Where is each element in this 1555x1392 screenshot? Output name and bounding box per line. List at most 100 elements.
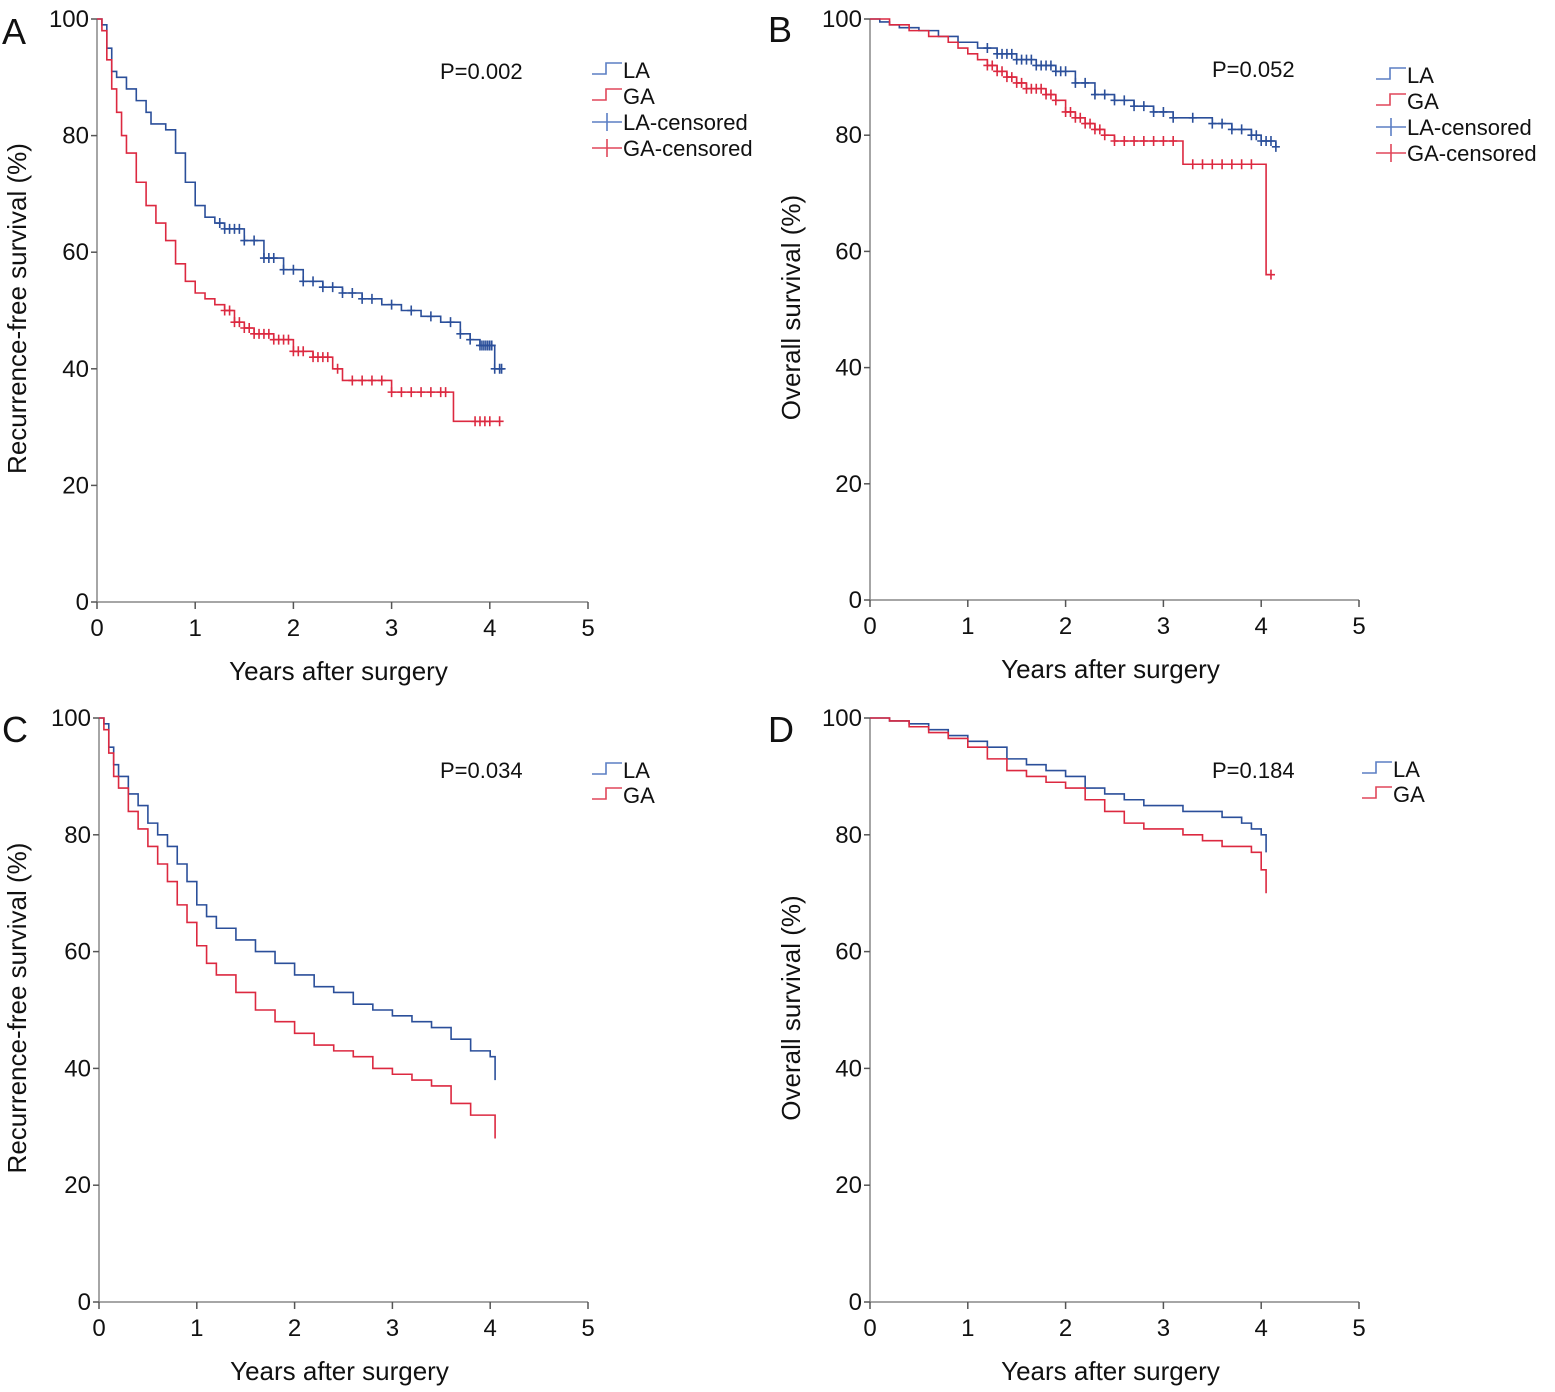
panel-c-legend-label: LA xyxy=(623,758,650,783)
panel-a-legend-symbol-la-censored xyxy=(592,113,622,131)
panel-d-x-tick-label: 0 xyxy=(863,1315,876,1342)
panel-a-legend-label: LA-censored xyxy=(623,110,748,135)
panel-a-legend-symbol-ga-censored xyxy=(592,139,622,157)
panel-b-series-la-censor-mark xyxy=(1081,77,1090,88)
panel-a-x-axis-title: Years after surgery xyxy=(229,656,448,686)
panel-b-series-la-censor-mark xyxy=(1252,130,1261,141)
panel-b-legend-symbol-ga xyxy=(1376,93,1406,106)
panel-a-series-la-censor-mark xyxy=(328,282,337,293)
panel-b-series-ga-censor-mark xyxy=(1037,83,1046,94)
panel-b-series-la-censor-mark xyxy=(1061,66,1070,77)
panel-c-y-tick-label: 40 xyxy=(64,1055,91,1082)
panel-b-legend-label: GA-censored xyxy=(1407,141,1537,166)
panel-d-p-value: P=0.184 xyxy=(1212,758,1295,783)
panel-b-x-tick-label: 1 xyxy=(961,613,974,640)
panel-b-series-ga-censor-mark xyxy=(1095,124,1104,135)
panel-a-series-ga-censor-mark xyxy=(485,416,494,427)
panel-a-legend-label: GA xyxy=(623,84,655,109)
panel-letter-a: A xyxy=(2,11,26,52)
panel-a-x-tick-label: 4 xyxy=(483,615,496,642)
panel-d-y-tick-label: 100 xyxy=(822,705,862,732)
panel-a-legend-label: GA-censored xyxy=(623,136,753,161)
panel-c-x-tick-label: 5 xyxy=(581,1315,594,1342)
panel-B: B 0 20 40 60 80 100 0 1 2 3 4 5 Years after surgery O… xyxy=(768,6,1537,684)
panel-d-y-tick-label: 0 xyxy=(849,1289,862,1316)
panel-a-series-la-censor-mark xyxy=(358,293,367,304)
panel-b-x-tick-label: 5 xyxy=(1352,613,1365,640)
panel-c-x-tick-label: 0 xyxy=(92,1315,105,1342)
panel-b-series-la-censor-mark xyxy=(1139,101,1148,112)
panel-c-x-tick-label: 1 xyxy=(190,1315,203,1342)
panel-a-series-ga-censor-mark xyxy=(264,328,273,339)
panel-C: C 0 20 40 60 80 100 0 1 2 3 4 5 Years after surgery R… xyxy=(2,705,655,1386)
panel-d-x-tick-label: 2 xyxy=(1059,1315,1072,1342)
panel-a-y-tick-label: 20 xyxy=(62,472,89,499)
panel-b-series-ga-censor-mark xyxy=(1198,159,1207,170)
panel-a-series-la-censor-mark xyxy=(240,235,249,246)
panel-a-series-ga-censor-mark xyxy=(397,387,406,398)
panel-a-series-la-censor-mark xyxy=(235,223,244,234)
panel-a-series-ga-censor-mark xyxy=(367,375,376,386)
panel-c-y-axis-title: Recurrence-free survival (%) xyxy=(2,843,32,1174)
panel-a-series-la-censor-mark xyxy=(250,235,259,246)
panel-a-x-tick-label: 2 xyxy=(287,615,300,642)
panel-d-y-axis-title: Overall survival (%) xyxy=(776,895,806,1120)
panel-a-y-tick-label: 60 xyxy=(62,239,89,266)
panel-a-series-ga-censor-mark xyxy=(245,322,254,333)
panel-c-x-tick-label: 3 xyxy=(386,1315,399,1342)
panel-b-series-la-censor-mark xyxy=(1100,89,1109,100)
panel-b-series-ga-censor-mark xyxy=(1046,89,1055,100)
panel-b-series-ga-censor-mark xyxy=(1149,136,1158,147)
panel-c-x-tick-label: 4 xyxy=(484,1315,497,1342)
panel-d-legend-symbol-ga xyxy=(1362,786,1392,799)
panel-b-series-la-censor-mark xyxy=(1110,95,1119,106)
panel-d-x-axis-title: Years after surgery xyxy=(1001,1356,1220,1386)
panel-c-legend-label: GA xyxy=(623,783,655,808)
panel-b-x-tick-label: 4 xyxy=(1255,613,1268,640)
panel-a-x-tick-label: 5 xyxy=(581,615,594,642)
panel-b-series-ga-censor-mark xyxy=(1100,130,1109,141)
panel-a-x-tick-label: 1 xyxy=(189,615,202,642)
panel-d-y-tick-label: 40 xyxy=(835,1055,862,1082)
panel-b-series-ga-censor-mark xyxy=(1130,136,1139,147)
panel-b-series-ga-censor-mark xyxy=(988,60,997,71)
panel-c-series-la-line xyxy=(99,717,496,1081)
panel-c-y-tick-label: 20 xyxy=(64,1172,91,1199)
panel-b-y-tick-label: 20 xyxy=(835,471,862,498)
panel-b-series-la-censor-mark xyxy=(1227,124,1236,135)
panel-b-series-la-censor-mark xyxy=(1169,112,1178,123)
panel-a-series-la-censor-mark xyxy=(289,264,298,275)
panel-a-series-la-censor-mark xyxy=(299,276,308,287)
panel-b-series-la-censor-mark xyxy=(1266,136,1275,147)
panel-b-series-ga-censor-mark xyxy=(1247,159,1256,170)
panel-a-series-la-censor-mark xyxy=(497,363,506,374)
panel-b-series-la-censor-mark xyxy=(1218,118,1227,129)
panel-b-legend-symbol-ga-censored xyxy=(1376,144,1406,162)
panel-b-x-tick-label: 3 xyxy=(1157,613,1170,640)
panel-letter-c: C xyxy=(2,709,28,750)
panel-D: D 0 20 40 60 80 100 0 1 2 3 4 5 Years after surgery O… xyxy=(768,705,1425,1386)
panel-d-y-tick-label: 60 xyxy=(835,939,862,966)
panel-a-series-la-censor-mark xyxy=(407,305,416,316)
panel-a-series-la-line xyxy=(97,18,505,370)
panel-b-series-la-censor-mark xyxy=(1208,118,1217,129)
panel-b-series-ga-censor-mark xyxy=(1188,159,1197,170)
panel-c-series-ga-line xyxy=(99,717,496,1139)
panel-d-x-tick-label: 3 xyxy=(1157,1315,1170,1342)
panel-d-legend-label: LA xyxy=(1393,757,1420,782)
panel-b-legend-label: LA-censored xyxy=(1407,115,1532,140)
panel-c-legend-symbol-ga xyxy=(592,787,622,800)
panel-b-series-ga-censor-mark xyxy=(1066,106,1075,117)
panel-b-series-ga-censor-mark xyxy=(1266,269,1275,280)
panel-b-p-value: P=0.052 xyxy=(1212,57,1295,82)
panel-b-x-axis-title: Years after surgery xyxy=(1001,654,1220,684)
panel-c-y-tick-label: 100 xyxy=(51,705,91,732)
panel-c-y-tick-label: 80 xyxy=(64,822,91,849)
panel-c-p-value: P=0.034 xyxy=(440,758,523,783)
panel-b-y-tick-label: 0 xyxy=(849,587,862,614)
panel-d-legend-symbol-la xyxy=(1362,761,1392,774)
panel-letter-d: D xyxy=(768,709,794,750)
panel-a-series-la-censor-mark xyxy=(487,340,496,351)
panel-a-series-ga-censor-mark xyxy=(333,363,342,374)
